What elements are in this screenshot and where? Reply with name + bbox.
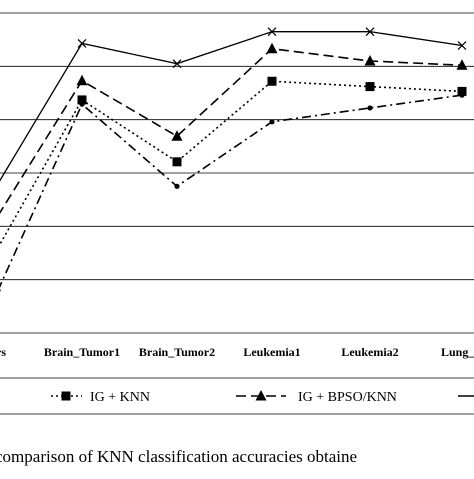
data-point-x bbox=[457, 41, 467, 50]
series-markers bbox=[0, 27, 468, 292]
series-line-4 bbox=[0, 31, 463, 182]
data-point bbox=[0, 288, 1, 292]
data-point-triangle bbox=[364, 55, 376, 66]
data-point-x bbox=[77, 38, 87, 48]
legend-label: IG + KNN bbox=[90, 390, 150, 405]
series-line-2 bbox=[0, 94, 463, 288]
data-point bbox=[79, 101, 85, 107]
x-tick-label: Brain_Tumor1 bbox=[44, 345, 120, 359]
figure-caption: comparison of KNN classification accurac… bbox=[0, 447, 357, 466]
legend-label: IG + BPSO/KNN bbox=[298, 390, 397, 405]
data-point-x bbox=[267, 27, 277, 37]
data-point-triangle bbox=[266, 42, 278, 54]
data-point-x bbox=[172, 59, 182, 69]
x-tick-label: ors bbox=[0, 345, 6, 359]
data-point bbox=[459, 92, 465, 98]
x-tick-label: Leukemia2 bbox=[341, 345, 398, 359]
data-point-square bbox=[77, 95, 87, 105]
series-line-3 bbox=[0, 47, 463, 214]
x-axis-tick-labels: ors Brain_Tumor1 Brain_Tumor2 Leukemia1 Leuk… bbox=[0, 345, 474, 359]
grid-lines bbox=[0, 12, 474, 334]
data-point-square bbox=[172, 157, 182, 167]
data-point-x bbox=[365, 27, 375, 37]
x-tick-label: Lung_C bbox=[441, 345, 474, 359]
data-point-triangle bbox=[255, 390, 267, 401]
series-line-1 bbox=[0, 80, 463, 246]
data-point bbox=[367, 105, 373, 111]
data-point-square bbox=[365, 82, 375, 92]
data-point-triangle bbox=[76, 74, 88, 86]
data-point bbox=[269, 119, 275, 125]
legend: IG + KNN IG + BPSO/KNN bbox=[0, 377, 474, 415]
data-point-triangle bbox=[456, 59, 468, 70]
x-tick-label: Leukemia1 bbox=[243, 345, 300, 359]
data-point-square bbox=[267, 76, 277, 86]
data-point-triangle bbox=[171, 130, 183, 141]
data-point-square bbox=[457, 86, 467, 96]
data-point bbox=[174, 183, 180, 189]
series-lines bbox=[0, 31, 463, 288]
x-tick-label: Brain_Tumor2 bbox=[139, 345, 215, 359]
data-point-square bbox=[61, 391, 71, 401]
